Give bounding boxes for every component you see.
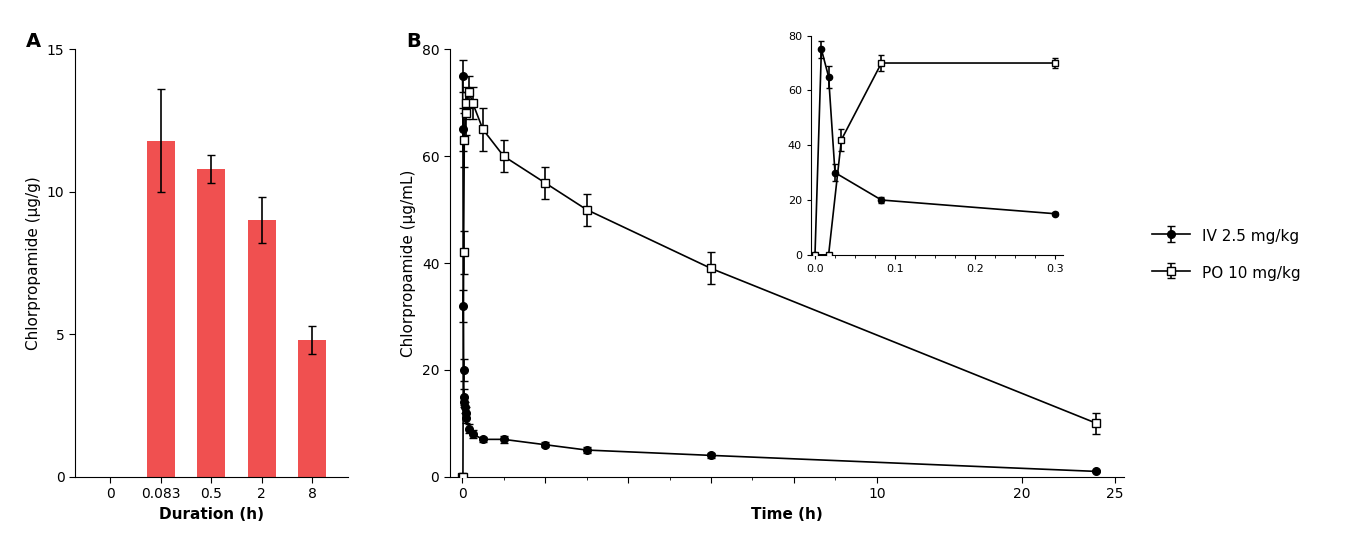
Bar: [147, 140, 174, 477]
Y-axis label: Chlorpropamide (μg/mL): Chlorpropamide (μg/mL): [401, 169, 416, 357]
Text: A: A: [26, 32, 41, 51]
Text: B: B: [406, 32, 421, 51]
Bar: [248, 220, 275, 477]
Legend: IV 2.5 mg/kg, PO 10 mg/kg: IV 2.5 mg/kg, PO 10 mg/kg: [1146, 221, 1307, 288]
Bar: [298, 340, 326, 477]
Y-axis label: Chlorpropamide (μg/g): Chlorpropamide (μg/g): [26, 176, 41, 350]
Bar: [198, 169, 225, 477]
X-axis label: Time (h): Time (h): [751, 507, 823, 522]
X-axis label: Duration (h): Duration (h): [158, 507, 264, 522]
